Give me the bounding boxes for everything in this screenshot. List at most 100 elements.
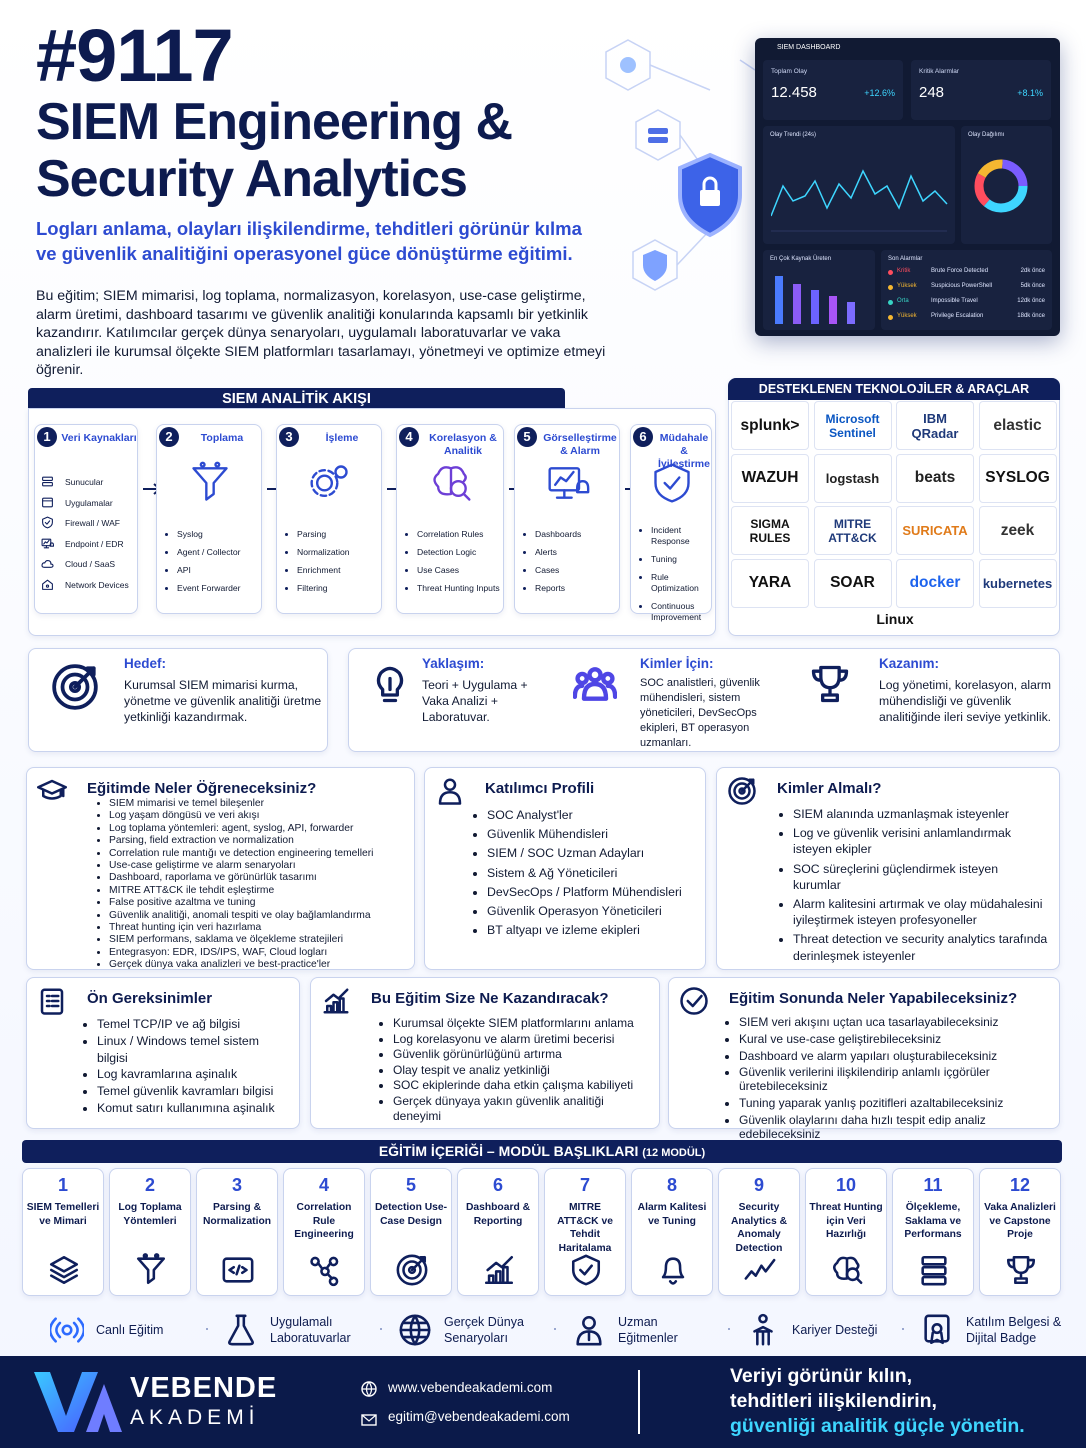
icon-part [635, 109, 681, 161]
highlight-title: Kimler İçin: [640, 656, 714, 671]
highlight-title: Hedef: [124, 656, 167, 671]
section-item: Entegrasyon: EDR, IDS/IPS, WAF, Cloud lo… [109, 947, 404, 959]
source-item: Cloud / SaaS [65, 559, 116, 569]
tool-name: Microsoft Sentinel [825, 411, 880, 440]
icon [576, 1315, 602, 1346]
step-number: 4 [399, 427, 419, 447]
icon-part [449, 479, 467, 498]
step-number: 5 [517, 427, 537, 447]
kpi-label: Toplam Olay [771, 68, 808, 75]
section-item: Log ve güvenlik verisini anlamlandırmak … [793, 825, 1049, 857]
icon-part [323, 988, 349, 1014]
icon [42, 497, 53, 507]
section-item: Güvenlik analitiği, anomali tespiti ve o… [109, 910, 404, 922]
module-title: Correlation Rule Engineering [294, 1202, 354, 1240]
icon-part [44, 520, 51, 525]
module-card: 3 Parsing & Normalization [196, 1168, 278, 1296]
module-number: 4 [318, 1175, 329, 1195]
icon-part [924, 1314, 950, 1343]
alert-name: Privilege Escalation [931, 313, 984, 319]
icon-part [42, 482, 53, 487]
tool-name: SOAR [830, 574, 875, 592]
module-title: Alarm Kalitesi ve Tuning [637, 1202, 707, 1227]
step-title: İşleme [325, 432, 359, 444]
tagline: Veriyi görünür kılın, tehditleri ilişkile… [730, 1364, 1025, 1439]
icon-part [42, 497, 53, 507]
section-title: Katılımcı Profili [485, 780, 595, 797]
step-title: Görselleştirme & Alarm [543, 432, 617, 457]
flow-step: 3 İşleme ParsingNormalizationEnrichmentFil… [276, 424, 382, 614]
tool-cell: splunk> [731, 401, 809, 450]
email: egitim@vebendeakademi.com [388, 1409, 570, 1424]
module-number: 12 [1009, 1175, 1031, 1195]
step-title: Veri Kaynakları [61, 432, 137, 444]
icon-part [605, 39, 756, 291]
icon [228, 1314, 254, 1346]
icon [40, 988, 64, 1015]
section-item: Güvenlik görünürlüğünü artırma [393, 1047, 649, 1063]
section-card: Ön Gereksinimler Temel TCP/IP ve ağ bilgi… [26, 977, 300, 1129]
section-item: Gerçek dünyaya yakın güvenlik analitiği … [393, 1094, 649, 1125]
tool-name: SYSLOG [985, 469, 1050, 487]
alert-time: 18dk önce [1017, 313, 1045, 319]
section-item: Kurumsal ölçekte SIEM platformlarını anl… [393, 1016, 649, 1032]
section-item: Log yaşam döngüsü ve veri akışı [109, 810, 404, 822]
flow-step: 2 Toplama SyslogAgent / CollectorAPIEvent … [156, 424, 262, 614]
module-card: 12 Vaka Analizleri ve Capstone Proje [979, 1168, 1061, 1296]
section-item: Correlation rule mantığı ve detection en… [109, 848, 404, 860]
step-item: Enrichment [297, 561, 381, 579]
icon-part [648, 128, 668, 134]
module-number: 1 [57, 1175, 68, 1195]
tool-name: beats [914, 469, 956, 487]
tool-name: SURICATA [902, 523, 968, 538]
alert-time: 2dk önce [1020, 268, 1045, 274]
alert-time: 5dk önce [1020, 283, 1045, 289]
icon-part [42, 516, 53, 529]
icon-part [86, 1384, 122, 1432]
module-title: Security Analytics & Anomaly Detection [730, 1202, 788, 1254]
icon-part [222, 1257, 254, 1283]
icon-part [649, 59, 756, 266]
icon [49, 1255, 79, 1285]
icon-part [228, 1314, 254, 1346]
icon [921, 1255, 947, 1286]
icon-part [49, 541, 54, 547]
icon-part [930, 1331, 944, 1345]
dashboard-panel: Kritik Alarmlar 248 +8.1% [911, 60, 1051, 120]
alert-name: Brute Force Detected [931, 268, 989, 274]
icon-part [573, 681, 617, 701]
tool-cell: kubernetes [978, 558, 1057, 608]
icon [42, 579, 53, 590]
icon-part [775, 276, 783, 324]
step-items: Correlation RulesDetection LogicUse Case… [401, 525, 503, 597]
section-item: Gerçek dünya vaka analizleri ve best-pra… [109, 959, 404, 971]
alert-severity: Kritik [897, 268, 911, 274]
tool-cell: SYSLOG [978, 453, 1057, 503]
source-item: Network Devices [65, 579, 129, 590]
icon-part [52, 664, 98, 710]
modules-count: (12 MODÜL) [642, 1147, 706, 1159]
icon-part [832, 1256, 860, 1280]
icon-part [582, 1315, 596, 1330]
icon [832, 1256, 863, 1285]
icon-part [192, 467, 228, 501]
icon-part [45, 584, 50, 588]
icon-part [811, 665, 849, 703]
icon-part [620, 57, 636, 73]
tool-name: IBM QRadar [911, 410, 959, 441]
feature-sep [902, 1328, 904, 1330]
description: Bu eğitim; SIEM mimarisi, log toplama, n… [36, 288, 606, 379]
icon [396, 1254, 428, 1286]
website: www.vebendeakademi.com [388, 1380, 553, 1395]
icon [323, 988, 349, 1014]
section-item: SIEM performans, saklama ve ölçekleme st… [109, 934, 404, 946]
icon [728, 777, 756, 805]
step-item: Use Cases [417, 561, 503, 579]
module-card: 7 MITRE ATT&CK ve Tehdit Haritalama [544, 1168, 626, 1296]
course-code: #9117 [36, 14, 234, 97]
tagline-line: tehditleri ilişkilendirin, [730, 1390, 937, 1412]
subtitle: Logları anlama, olayları ilişkilendirme,… [36, 218, 582, 264]
icon [571, 1254, 601, 1286]
icon-part [199, 461, 206, 468]
icon-part [320, 1266, 330, 1277]
